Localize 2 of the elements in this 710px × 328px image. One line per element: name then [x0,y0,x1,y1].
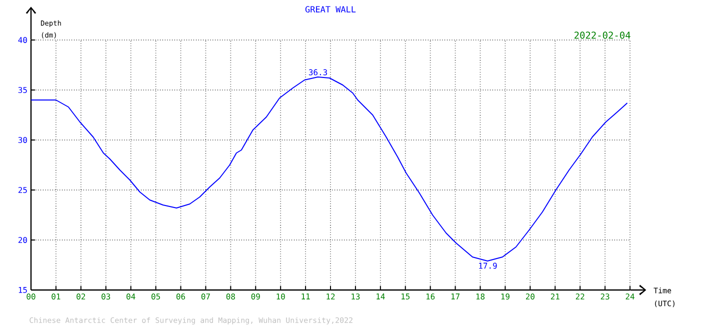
chart-title: GREAT WALL [305,6,356,13]
text: 2022-02-04 [574,32,630,39]
